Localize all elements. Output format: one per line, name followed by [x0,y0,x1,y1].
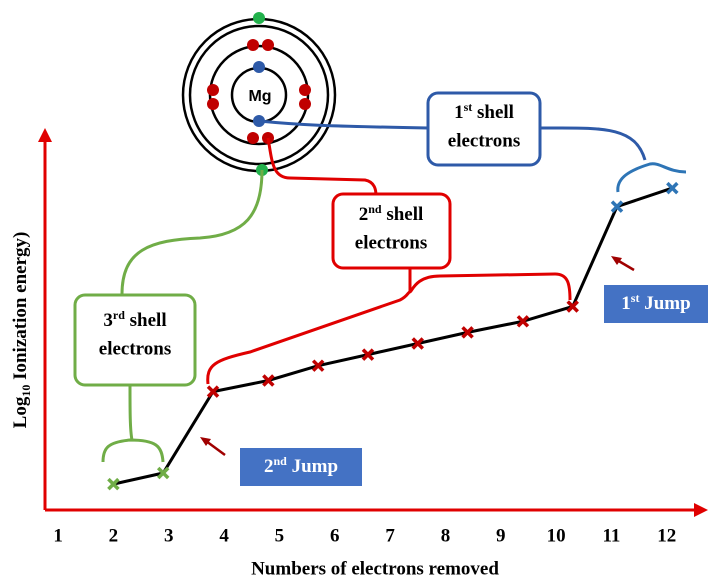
shell-word: shell [472,102,514,123]
x-tick-label: 7 [385,525,395,546]
x-tick-label: 8 [441,525,451,546]
shell-label-line2: electrons [448,130,520,151]
ordinal-suffix: st [464,100,473,114]
shell-word: shell [382,204,424,225]
atom-label: Mg [248,88,271,105]
x-tick-label: 1 [53,525,63,546]
data-marker [411,337,425,350]
y-title-prefix: Log [10,396,31,428]
ordinal: 1 [621,293,631,314]
x-tick-label: 9 [496,525,506,546]
y-title-subscript: 10 [19,385,33,397]
connectors [101,119,687,463]
electrons [207,12,311,176]
jump-arrows [200,256,635,457]
data-marker [262,374,275,387]
x-tick-label: 4 [219,525,229,546]
x-tick-label: 11 [602,525,620,546]
y-axis-arrow [38,128,52,142]
y-axis-title: Log10 Ionization energy) [10,232,32,429]
x-tick-label: 3 [164,525,174,546]
jump-label: 1st Jump [621,291,690,315]
marker-stroke [311,359,325,372]
x-tick-label: 12 [657,525,676,546]
ordinal: 3 [103,310,113,331]
marker-stroke [262,374,275,387]
shell-label-line2: electrons [355,232,427,253]
data-marker [566,300,579,313]
ordinal-suffix: st [631,291,640,305]
label-boxes [73,91,708,486]
ordinal-suffix: nd [368,202,382,216]
data-line [113,186,673,486]
y-title-text: Ionization energy) [10,232,31,385]
x-tick-label: 5 [275,525,285,546]
ordinal: 2 [359,204,369,225]
ordinal: 2 [264,456,274,477]
data-marker [156,466,170,480]
data-marker [516,315,530,328]
ordinal-suffix: rd [113,308,125,322]
data-marker [107,477,120,491]
ordinal: 1 [454,102,464,123]
jump-word: Jump [287,456,338,477]
marker-stroke [411,337,425,350]
data-marker [666,181,679,195]
marker-stroke [461,326,474,339]
x-axis-title: Numbers of electrons removed [251,558,499,579]
marker-stroke [206,385,220,398]
x-axis-arrow [694,503,708,517]
shell-word: shell [125,310,167,331]
shell-label: 2nd shell [359,202,424,226]
data-marker [461,326,474,339]
data-marker [311,359,325,372]
x-tick-label: 6 [330,525,340,546]
ordinal-suffix: nd [273,454,287,468]
x-tick-label: 10 [547,525,566,546]
marker-stroke [666,181,679,195]
marker-stroke [156,466,170,480]
shell-label-line2: electrons [99,338,171,359]
data-marker [361,348,375,361]
jump-label: 2nd Jump [264,454,338,478]
marker-stroke [516,315,530,328]
data-marker [206,385,220,398]
data-marker [610,200,624,213]
marker-stroke [566,300,579,313]
marker-stroke [610,200,624,213]
marker-stroke [107,477,120,491]
shell-label: 1st shell [454,100,514,124]
jump-word: Jump [639,293,690,314]
x-tick-label: 2 [109,525,119,546]
shell-label: 3rd shell [103,308,166,332]
marker-stroke [361,348,375,361]
